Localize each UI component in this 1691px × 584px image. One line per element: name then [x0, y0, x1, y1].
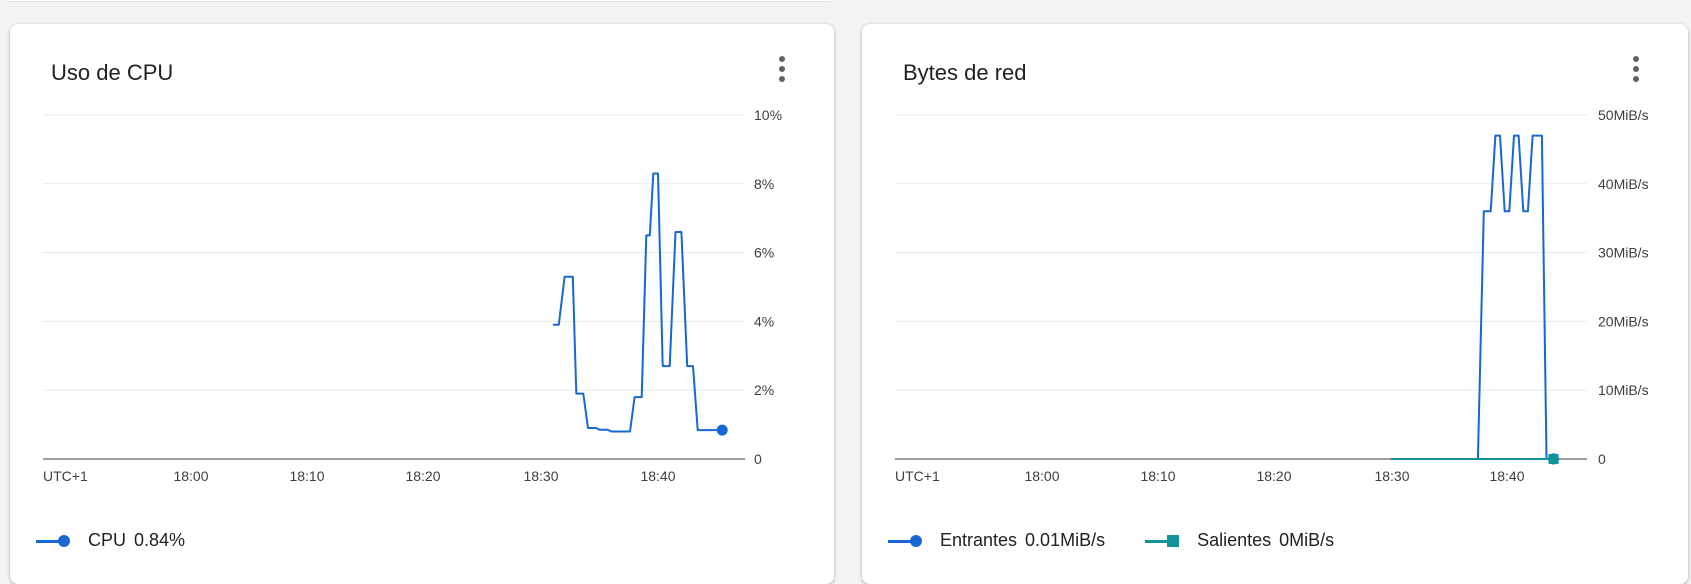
x-tick-label: 18:20 [1256, 468, 1291, 484]
end-point-marker [716, 424, 728, 436]
y-tick-label: 0 [1598, 451, 1606, 467]
more-dot [779, 76, 785, 82]
network-chart-title: Bytes de red [903, 60, 1027, 85]
x-tick-label: 18:30 [523, 468, 558, 484]
y-tick-label: 0 [754, 451, 762, 467]
network-chart-legend: Entrantes 0.01MiB/s Salientes 0MiB/s [888, 530, 1374, 551]
y-tick-label: 6% [754, 245, 774, 261]
x-tick-label: 18:40 [640, 468, 675, 484]
cpu-usage-card: Uso de CPU 10% 8% 6% 4% 2% 0 UTC+1 18:00 18:10 18… [10, 24, 834, 584]
cpu-chart-plot: 10% 8% 6% 4% 2% 0 UTC+1 18:00 18:10 18:20 18:30 18:… [43, 107, 782, 484]
series-line-cpu [552, 172, 723, 433]
network-chart-plot: 50MiB/s 40MiB/s 30MiB/s 20MiB/s 10MiB/s 0 UTC+… [895, 107, 1649, 484]
x-tick-label: 18:00 [1024, 468, 1059, 484]
y-tick-label: 10% [754, 107, 782, 123]
more-dot [1633, 66, 1639, 72]
network-bytes-card: Bytes de red 50MiB/s 40MiB/s 30MiB/s 20MiB/… [862, 24, 1688, 584]
end-point-marker [1548, 454, 1559, 464]
y-tick-label: 50MiB/s [1598, 107, 1649, 123]
y-tick-label: 8% [754, 176, 774, 192]
legend-value-cpu: 0.84% [134, 530, 186, 550]
legend-swatch-cpu [36, 532, 76, 550]
legend-label-entrantes: Entrantes [940, 530, 1018, 550]
y-tick-label: 30MiB/s [1598, 245, 1649, 261]
x-tick-label: UTC+1 [895, 468, 940, 484]
series-line-entrantes [1390, 134, 1554, 460]
x-tick-label: 18:40 [1489, 468, 1524, 484]
cpu-more-options-icon[interactable] [770, 54, 794, 84]
network-more-options-icon[interactable] [1624, 54, 1648, 84]
previous-card-edge [8, 0, 831, 2]
more-dot [779, 56, 785, 62]
more-dot [1633, 56, 1639, 62]
legend-value-entrantes: 0.01MiB/s [1025, 530, 1106, 550]
cpu-chart-legend: CPU 0.84% [36, 530, 225, 551]
x-tick-label: 18:10 [1140, 468, 1175, 484]
legend-item-salientes[interactable]: Salientes 0MiB/s [1145, 530, 1334, 551]
y-tick-label: 40MiB/s [1598, 176, 1649, 192]
legend-item-cpu[interactable]: CPU 0.84% [36, 530, 185, 551]
legend-label-salientes: Salientes [1197, 530, 1272, 550]
y-tick-label: 2% [754, 382, 774, 398]
more-dot [779, 66, 785, 72]
x-tick-label: 18:00 [173, 468, 208, 484]
legend-swatch-salientes [1145, 532, 1185, 550]
more-dot [1633, 76, 1639, 82]
x-tick-label: 18:20 [405, 468, 440, 484]
y-tick-label: 4% [754, 313, 774, 329]
x-tick-label: 18:10 [289, 468, 324, 484]
legend-item-entrantes[interactable]: Entrantes 0.01MiB/s [888, 530, 1105, 551]
x-tick-label: UTC+1 [43, 468, 88, 484]
legend-value-salientes: 0MiB/s [1279, 530, 1335, 550]
y-tick-label: 10MiB/s [1598, 382, 1649, 398]
cpu-chart-title: Uso de CPU [51, 60, 174, 85]
y-tick-label: 20MiB/s [1598, 313, 1649, 329]
x-tick-label: 18:30 [1374, 468, 1409, 484]
legend-label-cpu: CPU [88, 530, 127, 550]
legend-swatch-entrantes [888, 532, 928, 550]
